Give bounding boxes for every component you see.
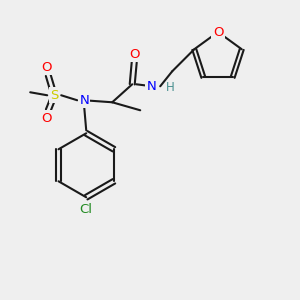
Text: S: S [50, 89, 58, 102]
Text: H: H [166, 81, 175, 94]
Text: O: O [41, 112, 52, 125]
Text: O: O [213, 26, 223, 38]
Text: Cl: Cl [80, 203, 93, 216]
Text: N: N [79, 94, 89, 107]
Text: O: O [129, 48, 140, 61]
Text: N: N [146, 80, 156, 93]
Text: O: O [41, 61, 52, 74]
